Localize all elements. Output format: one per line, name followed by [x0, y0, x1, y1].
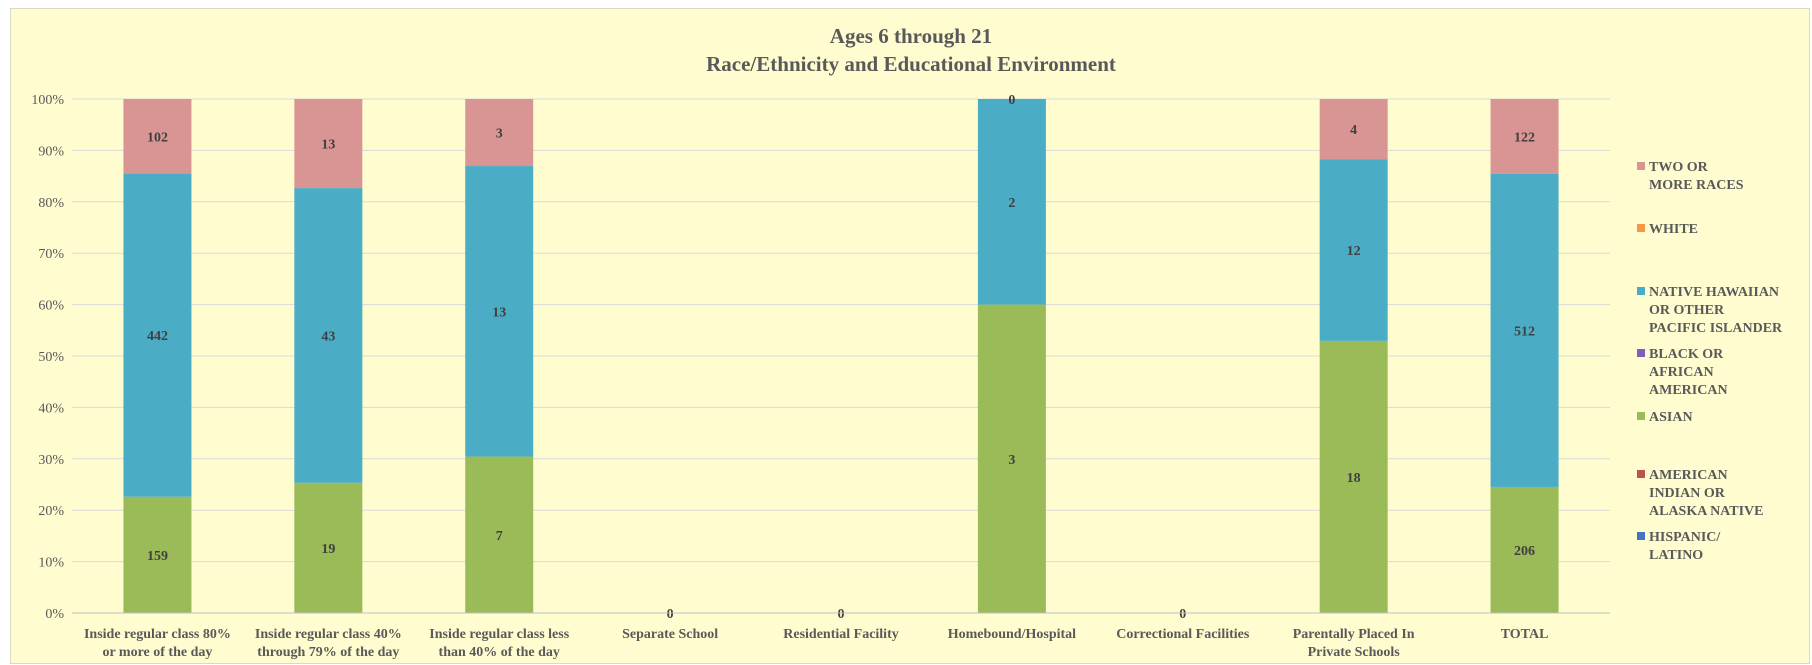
bar-segment — [294, 482, 363, 613]
y-tick-label: 90% — [38, 144, 64, 159]
x-category-label: Inside regular class 40% — [255, 627, 402, 642]
legend-swatch — [1637, 470, 1645, 478]
bar-segment — [977, 304, 1046, 613]
data-label: 4 — [1350, 123, 1357, 138]
x-category-label: Parentally Placed In — [1293, 627, 1415, 642]
legend-swatch — [1637, 349, 1645, 357]
x-category-label: than 40% of the day — [439, 645, 560, 660]
legend-label: AMERICAN — [1649, 383, 1728, 398]
bar-segment — [1319, 159, 1388, 341]
legend-label: HISPANIC/ — [1649, 530, 1721, 545]
bar-segment — [465, 99, 534, 167]
legend-label: TWO OR — [1649, 160, 1709, 175]
legend-label: ASIAN — [1649, 410, 1693, 425]
legend-swatch — [1637, 412, 1645, 420]
data-label: 0 — [838, 607, 845, 622]
x-category-label: Private Schools — [1308, 645, 1401, 660]
bar-segment — [1319, 340, 1388, 613]
data-label: 18 — [1347, 471, 1361, 486]
legend-label: PACIFIC ISLANDER — [1649, 321, 1783, 336]
x-category-label: or more of the day — [102, 645, 212, 660]
data-label: 512 — [1514, 324, 1535, 339]
stacked-bar-chart: Ages 6 through 21 Race/Ethnicity and Educ… — [31, 24, 1783, 660]
x-category-label: Correctional Facilities — [1116, 627, 1250, 642]
data-label: 0 — [667, 607, 674, 622]
x-category-label: Inside regular class less — [429, 627, 569, 642]
x-category-label: TOTAL — [1501, 627, 1549, 642]
x-category-label: Residential Facility — [783, 627, 899, 642]
bar-segment — [977, 99, 1046, 305]
bar-segment — [1490, 173, 1559, 487]
y-tick-label: 80% — [38, 196, 64, 211]
chart-container: Ages 6 through 21 Race/Ethnicity and Educ… — [10, 8, 1810, 664]
data-label: 122 — [1514, 130, 1535, 145]
data-label: 0 — [1179, 607, 1186, 622]
legend-label: BLACK OR — [1649, 347, 1724, 362]
data-label: 13 — [321, 138, 335, 153]
legend-swatch — [1637, 532, 1645, 540]
y-tick-label: 0% — [45, 607, 64, 622]
data-label: 102 — [147, 130, 168, 145]
bar-segment — [123, 496, 192, 613]
data-label: 0 — [1008, 93, 1015, 108]
y-tick-label: 70% — [38, 247, 64, 262]
data-label: 3 — [1008, 453, 1015, 468]
bar-segment — [1490, 486, 1559, 613]
bar-segment — [123, 99, 192, 174]
bar-segment — [1490, 99, 1559, 174]
x-category-label: through 79% of the day — [257, 645, 399, 660]
legend-label: ALASKA NATIVE — [1649, 504, 1764, 519]
y-tick-label: 10% — [38, 556, 64, 571]
y-tick-label: 40% — [38, 401, 64, 416]
data-label: 442 — [147, 329, 168, 344]
bar-segment — [123, 173, 192, 497]
data-label: 206 — [1514, 544, 1535, 559]
y-tick-label: 30% — [38, 453, 64, 468]
legend-label: MORE RACES — [1649, 178, 1744, 193]
x-category-label: Homebound/Hospital — [948, 627, 1076, 642]
y-tick-label: 60% — [38, 299, 64, 314]
legend-swatch — [1637, 224, 1645, 232]
legend-swatch — [1637, 162, 1645, 170]
y-tick-label: 100% — [31, 93, 64, 108]
chart-title-line: Ages 6 through 21 — [830, 24, 992, 48]
data-label: 7 — [496, 529, 503, 544]
bar-segment — [465, 166, 534, 457]
legend-label: NATIVE HAWAIIAN — [1649, 285, 1779, 300]
legend-label: LATINO — [1649, 548, 1703, 563]
data-label: 159 — [147, 549, 168, 564]
bar-segment — [465, 456, 534, 613]
bar-segment — [294, 99, 363, 189]
data-label: 19 — [321, 542, 335, 557]
chart-title-line: Race/Ethnicity and Educational Environme… — [706, 52, 1116, 76]
legend-label: INDIAN OR — [1649, 486, 1726, 501]
x-category-label: Inside regular class 80% — [84, 627, 231, 642]
data-label: 2 — [1008, 196, 1015, 211]
legend-label: AFRICAN — [1649, 365, 1714, 380]
y-tick-label: 50% — [38, 350, 64, 365]
legend-label: OR OTHER — [1649, 303, 1725, 318]
data-label: 12 — [1347, 244, 1361, 259]
bar-segment — [294, 188, 363, 483]
data-label: 3 — [496, 127, 503, 142]
x-category-label: Separate School — [622, 627, 718, 642]
legend-swatch — [1637, 287, 1645, 295]
bar-segment — [1319, 99, 1388, 160]
y-tick-label: 20% — [38, 504, 64, 519]
legend-label: AMERICAN — [1649, 468, 1728, 483]
data-label: 43 — [321, 329, 335, 344]
data-label: 13 — [492, 305, 506, 320]
legend-label: WHITE — [1649, 222, 1698, 237]
